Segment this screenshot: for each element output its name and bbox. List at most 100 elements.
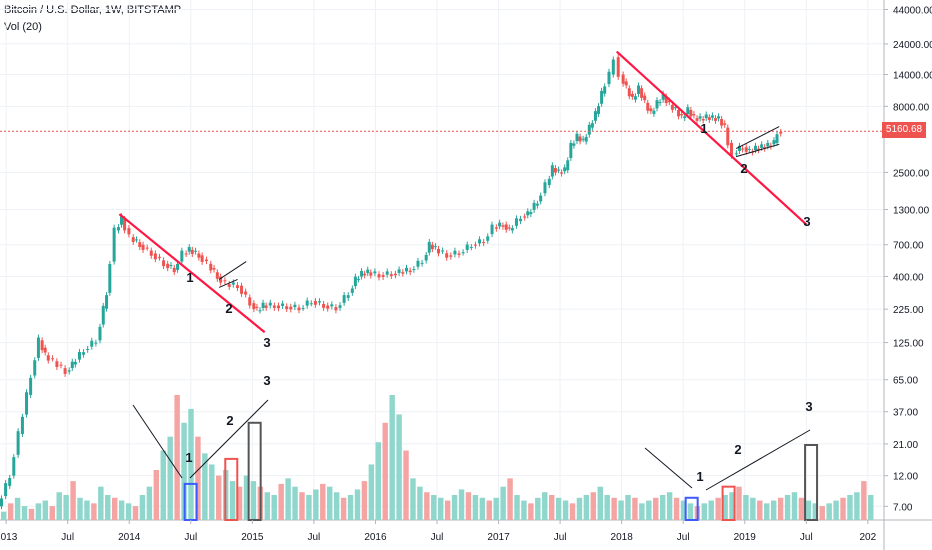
candle (281, 303, 285, 306)
volume-bar (202, 453, 208, 520)
candle (433, 246, 437, 248)
candle (12, 457, 16, 476)
volume-bar (500, 486, 506, 520)
candle (86, 348, 90, 350)
candle (535, 203, 539, 206)
candle (385, 271, 389, 275)
candle (686, 107, 690, 115)
volume-bar (833, 500, 839, 520)
candle (231, 282, 235, 285)
candle (131, 237, 135, 242)
candle (575, 133, 579, 142)
candle (116, 227, 120, 231)
candle (597, 106, 601, 114)
volume-box-2 (721, 485, 736, 521)
pattern-label: 3 (263, 335, 270, 350)
candle (741, 148, 745, 150)
volume-bar (861, 481, 867, 520)
price-tick-label: 14000.00 (893, 71, 932, 82)
volume-bar (229, 481, 236, 520)
candle (153, 253, 157, 260)
volume-bar (444, 500, 451, 520)
candle (569, 142, 573, 158)
volume-box-1 (684, 496, 699, 521)
volume-bar (479, 497, 486, 520)
candle (8, 478, 12, 486)
candle (469, 247, 473, 249)
candle (268, 302, 272, 306)
candle (616, 57, 620, 77)
candle (356, 278, 360, 280)
volume-bar (743, 495, 749, 520)
candle (90, 340, 94, 347)
candle (209, 263, 213, 271)
candle (346, 295, 350, 298)
chart-legend: Bitcoin / U.S. Dollar, 1W, BITSTAMP Vol … (4, 2, 181, 36)
time-tick-label: Jul (61, 532, 74, 543)
candle (643, 95, 647, 101)
candle (698, 116, 702, 119)
price-tick-label: 21.00 (893, 440, 918, 451)
candle (120, 216, 124, 225)
volume-bar (111, 497, 118, 520)
candle (227, 284, 231, 287)
candle (223, 280, 227, 282)
candle (649, 108, 653, 112)
candle (176, 263, 180, 270)
volume-bar (701, 503, 708, 520)
candle (478, 239, 482, 244)
candle (408, 270, 412, 273)
volume-bar (521, 500, 527, 520)
candle (235, 285, 239, 289)
volume-bar (389, 395, 395, 520)
volume-bar (666, 492, 673, 520)
volume-bar (757, 500, 763, 520)
volume-box-3 (247, 421, 262, 521)
candle (482, 242, 486, 244)
candle (180, 250, 184, 262)
volume-bar (458, 489, 465, 520)
volume-bar (597, 486, 603, 520)
candle (710, 115, 714, 118)
price-tick-label: 2500.00 (893, 168, 930, 179)
candle (529, 212, 533, 215)
candle (603, 86, 607, 94)
candle (353, 276, 357, 287)
volume-bar (812, 503, 819, 520)
volume-bar (451, 495, 458, 520)
candle (677, 109, 681, 117)
candle (240, 285, 244, 294)
volume-bar (410, 478, 416, 520)
pattern-label: 1 (186, 270, 193, 285)
candle (169, 265, 173, 267)
candle (757, 148, 761, 151)
volume-bar (354, 489, 361, 520)
candle (162, 260, 166, 267)
candle (729, 142, 733, 156)
candle (637, 85, 641, 94)
candle (313, 300, 317, 305)
candle (264, 305, 268, 308)
symbol-title[interactable]: Bitcoin / U.S. Dollar, 1W, BITSTAMP (4, 4, 182, 16)
candle (416, 260, 420, 267)
volume-bar (105, 495, 111, 520)
volume-bar (777, 497, 784, 520)
volume-bar (264, 492, 271, 520)
volume-indicator-label[interactable]: Vol (20) (4, 21, 42, 33)
candle (543, 182, 547, 194)
candle (401, 272, 405, 274)
candle (441, 250, 445, 252)
volume-bar (680, 500, 687, 520)
candle (504, 224, 508, 230)
channel-line (735, 126, 780, 150)
volume-bar (340, 497, 347, 520)
volume-bar (507, 478, 513, 520)
candle (258, 310, 262, 312)
time-tick-label: 2014 (118, 532, 141, 543)
candle (593, 111, 597, 121)
candle (661, 93, 665, 100)
candle (670, 104, 674, 110)
volume-bar (181, 422, 187, 520)
volume-bar (84, 500, 90, 520)
